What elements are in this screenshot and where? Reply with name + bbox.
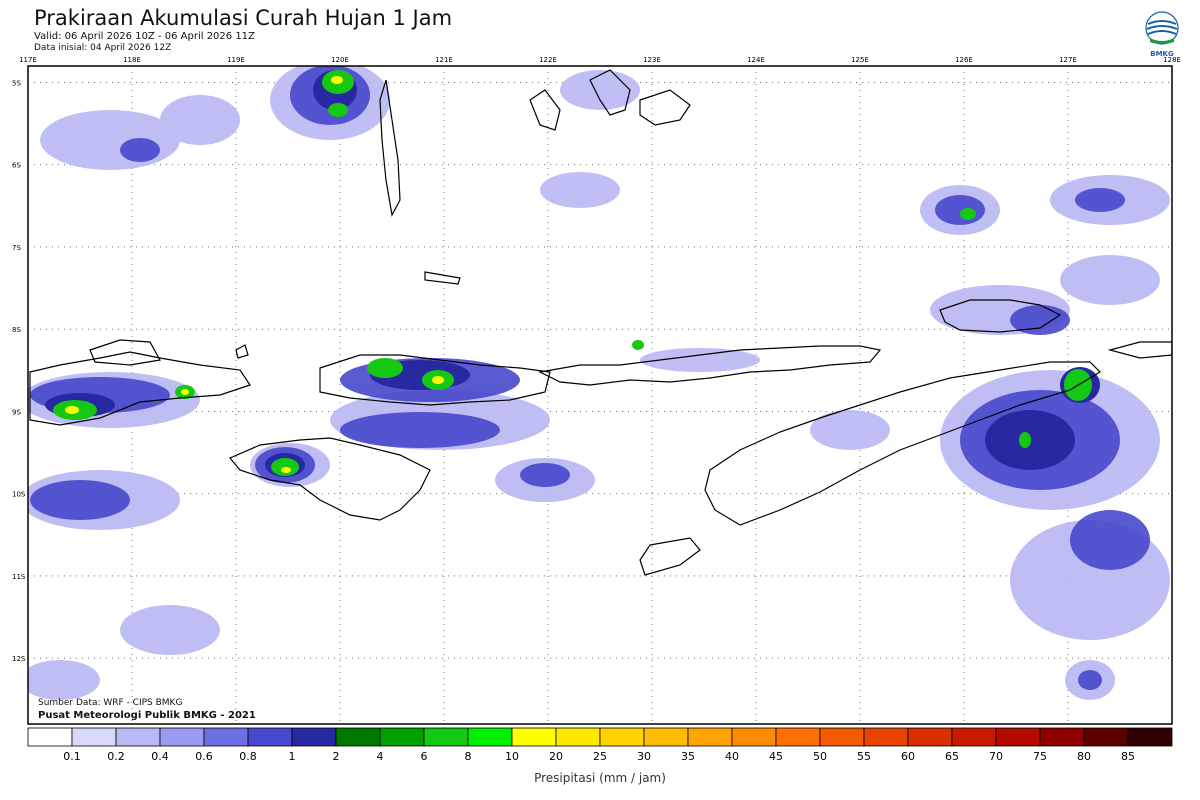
- longitude-label: 124E: [747, 56, 765, 64]
- map-title: Prakiraan Akumulasi Curah Hujan 1 Jam: [34, 6, 453, 30]
- bmkg-logo: BMKG: [1145, 11, 1179, 58]
- longitude-label: 118E: [123, 56, 141, 64]
- initial-data: Data inisial: 04 April 2026 12Z: [34, 43, 172, 53]
- valid-period: Valid: 06 April 2026 10Z - 06 April 2026…: [34, 31, 255, 42]
- longitude-label: 128E: [1163, 56, 1181, 64]
- latitude-label: 7S: [12, 244, 21, 252]
- coastlines: [29, 69, 1172, 576]
- longitude-labels: 117E 118E 119E 120E 121E 122E 123E 124E 125E 126E…: [19, 56, 1181, 64]
- latitude-label: 12S: [12, 655, 26, 663]
- longitude-label: 123E: [643, 56, 661, 64]
- latitude-label: 6S: [12, 162, 21, 170]
- latitude-label: 5S: [12, 79, 21, 87]
- precipitation-field: [28, 66, 1172, 700]
- longitude-label: 125E: [851, 56, 869, 64]
- latitude-label: 9S: [12, 408, 21, 416]
- data-source: Sumber Data: WRF - CIPS BMKG: [38, 698, 183, 708]
- colorbar-label: Presipitasi (mm / jam): [534, 771, 666, 785]
- longitude-label: 127E: [1059, 56, 1077, 64]
- latitude-labels: 5S 6S 7S 8S 9S 10S 11S 12S: [12, 79, 26, 663]
- agency-credit: Pusat Meteorologi Publik BMKG - 2021: [38, 710, 256, 721]
- longitude-label: 117E: [19, 56, 37, 64]
- latitude-label: 8S: [12, 326, 21, 334]
- longitude-label: 126E: [955, 56, 973, 64]
- rain-blobs-yellow: [65, 76, 444, 473]
- bmkg-logo-text: BMKG: [1150, 50, 1174, 58]
- map-frame: [27, 65, 1173, 725]
- latitude-label: 11S: [12, 573, 26, 581]
- bmkg-logo-emblem: [1145, 11, 1179, 45]
- longitude-label: 120E: [331, 56, 349, 64]
- longitude-label: 119E: [227, 56, 245, 64]
- longitude-label: 122E: [539, 56, 557, 64]
- longitude-label: 121E: [435, 56, 453, 64]
- latitude-label: 10S: [12, 491, 26, 499]
